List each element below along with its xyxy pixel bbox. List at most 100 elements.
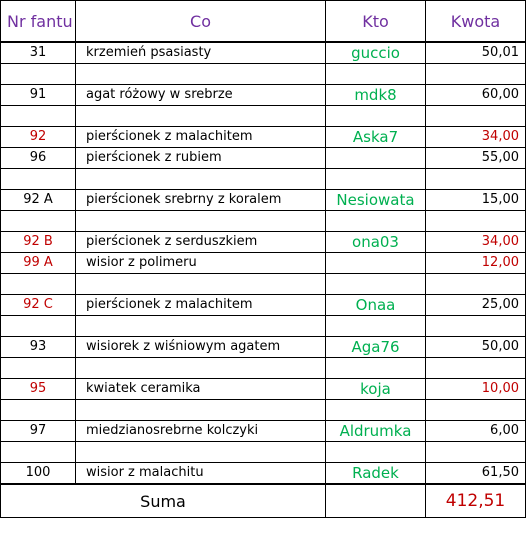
cell-kwota[interactable]: 55,00 bbox=[425, 147, 526, 169]
cell-co[interactable] bbox=[75, 105, 326, 127]
cell-co[interactable]: wisiorek z wiśniowym agatem bbox=[75, 336, 326, 358]
header-kto[interactable]: Kto bbox=[325, 0, 426, 43]
cell-nr-fantu[interactable] bbox=[0, 105, 76, 127]
cell-kwota[interactable]: 15,00 bbox=[425, 189, 526, 211]
cell-nr-fantu[interactable]: 92 bbox=[0, 126, 76, 148]
cell-kwota[interactable] bbox=[425, 105, 526, 127]
cell-kwota[interactable]: 50,01 bbox=[425, 41, 526, 64]
cell-kto[interactable] bbox=[325, 168, 426, 190]
cell-co[interactable] bbox=[75, 63, 326, 85]
table-row bbox=[0, 105, 526, 127]
cell-nr-fantu[interactable]: 92 B bbox=[0, 231, 76, 253]
cell-co[interactable] bbox=[75, 357, 326, 379]
cell-kwota[interactable] bbox=[425, 210, 526, 232]
cell-nr-fantu[interactable]: 92 A bbox=[0, 189, 76, 211]
cell-kto[interactable] bbox=[325, 105, 426, 127]
cell-kto[interactable] bbox=[325, 252, 426, 274]
cell-kto[interactable]: Radek bbox=[325, 462, 426, 485]
cell-kwota[interactable]: 60,00 bbox=[425, 84, 526, 106]
cell-kto[interactable]: Onaa bbox=[325, 294, 426, 316]
table-row: 92 pierścionek z malachitem Aska7 34,00 bbox=[0, 126, 526, 148]
cell-co[interactable] bbox=[75, 273, 326, 295]
cell-nr-fantu[interactable]: 31 bbox=[0, 41, 76, 64]
table-row bbox=[0, 357, 526, 379]
cell-nr-fantu[interactable] bbox=[0, 168, 76, 190]
cell-nr-fantu[interactable]: 97 bbox=[0, 420, 76, 442]
cell-nr-fantu[interactable]: 95 bbox=[0, 378, 76, 400]
cell-co[interactable]: miedzianosrebrne kolczyki bbox=[75, 420, 326, 442]
cell-kto[interactable]: Nesiowata bbox=[325, 189, 426, 211]
cell-nr-fantu[interactable]: 100 bbox=[0, 462, 76, 485]
cell-nr-fantu[interactable] bbox=[0, 210, 76, 232]
cell-kto[interactable] bbox=[325, 147, 426, 169]
cell-kwota[interactable]: 34,00 bbox=[425, 126, 526, 148]
cell-nr-fantu[interactable] bbox=[0, 357, 76, 379]
cell-nr-fantu[interactable]: 91 bbox=[0, 84, 76, 106]
cell-kwota[interactable] bbox=[425, 441, 526, 463]
cell-kwota[interactable] bbox=[425, 315, 526, 337]
cell-kwota[interactable] bbox=[425, 399, 526, 421]
cell-nr-fantu[interactable] bbox=[0, 315, 76, 337]
table-row: 97 miedzianosrebrne kolczyki Aldrumka 6,00 bbox=[0, 420, 526, 442]
cell-nr-fantu[interactable] bbox=[0, 399, 76, 421]
cell-co[interactable]: krzemień psasiasty bbox=[75, 41, 326, 64]
cell-co[interactable]: pierścionek z serduszkiem bbox=[75, 231, 326, 253]
cell-kwota[interactable] bbox=[425, 63, 526, 85]
cell-kto[interactable]: Aldrumka bbox=[325, 420, 426, 442]
table-row: 100 wisior z malachitu Radek 61,50 bbox=[0, 462, 526, 485]
cell-co[interactable]: agat różowy w srebrze bbox=[75, 84, 326, 106]
header-kwota[interactable]: Kwota bbox=[425, 0, 526, 43]
cell-co[interactable]: kwiatek ceramika bbox=[75, 378, 326, 400]
cell-nr-fantu[interactable] bbox=[0, 273, 76, 295]
cell-co[interactable] bbox=[75, 210, 326, 232]
cell-kwota[interactable]: 12,00 bbox=[425, 252, 526, 274]
cell-kto[interactable] bbox=[325, 315, 426, 337]
cell-kwota[interactable]: 61,50 bbox=[425, 462, 526, 485]
cell-co[interactable]: pierścionek z malachitem bbox=[75, 126, 326, 148]
summary-label[interactable]: Suma bbox=[0, 483, 326, 518]
header-nr-fantu[interactable]: Nr fantu bbox=[0, 0, 76, 43]
cell-co[interactable]: wisior z polimeru bbox=[75, 252, 326, 274]
cell-co[interactable] bbox=[75, 399, 326, 421]
cell-kwota[interactable] bbox=[425, 273, 526, 295]
cell-kwota[interactable] bbox=[425, 357, 526, 379]
cell-kto[interactable]: Aska7 bbox=[325, 126, 426, 148]
cell-kto[interactable] bbox=[325, 273, 426, 295]
cell-co[interactable] bbox=[75, 315, 326, 337]
cell-kwota[interactable]: 34,00 bbox=[425, 231, 526, 253]
cell-kwota[interactable]: 6,00 bbox=[425, 420, 526, 442]
cell-kto[interactable]: koja bbox=[325, 378, 426, 400]
summary-row: Suma 412,51 bbox=[0, 483, 526, 518]
cell-kwota[interactable]: 50,00 bbox=[425, 336, 526, 358]
cell-nr-fantu[interactable]: 92 C bbox=[0, 294, 76, 316]
cell-co[interactable]: wisior z malachitu bbox=[75, 462, 326, 485]
cell-kwota[interactable]: 25,00 bbox=[425, 294, 526, 316]
cell-co[interactable]: pierścionek z rubiem bbox=[75, 147, 326, 169]
cell-kto[interactable] bbox=[325, 357, 426, 379]
summary-empty-cell[interactable] bbox=[325, 483, 426, 518]
cell-kto[interactable] bbox=[325, 63, 426, 85]
cell-kto[interactable]: ona03 bbox=[325, 231, 426, 253]
cell-nr-fantu[interactable]: 93 bbox=[0, 336, 76, 358]
cell-kto[interactable] bbox=[325, 210, 426, 232]
cell-co[interactable]: pierścionek srebrny z koralem bbox=[75, 189, 326, 211]
cell-co[interactable] bbox=[75, 168, 326, 190]
cell-kto[interactable]: mdk8 bbox=[325, 84, 426, 106]
cell-kwota[interactable] bbox=[425, 168, 526, 190]
cell-kwota[interactable]: 10,00 bbox=[425, 378, 526, 400]
cell-nr-fantu[interactable]: 99 A bbox=[0, 252, 76, 274]
cell-kto[interactable] bbox=[325, 441, 426, 463]
table-row bbox=[0, 315, 526, 337]
cell-co[interactable]: pierścionek z malachitem bbox=[75, 294, 326, 316]
cell-nr-fantu[interactable]: 96 bbox=[0, 147, 76, 169]
cell-co[interactable] bbox=[75, 441, 326, 463]
cell-kto[interactable] bbox=[325, 399, 426, 421]
summary-value[interactable]: 412,51 bbox=[425, 483, 526, 518]
cell-nr-fantu[interactable] bbox=[0, 441, 76, 463]
cell-kto[interactable]: guccio bbox=[325, 41, 426, 64]
cell-nr-fantu[interactable] bbox=[0, 63, 76, 85]
cell-kto[interactable]: Aga76 bbox=[325, 336, 426, 358]
header-co[interactable]: Co bbox=[75, 0, 326, 43]
